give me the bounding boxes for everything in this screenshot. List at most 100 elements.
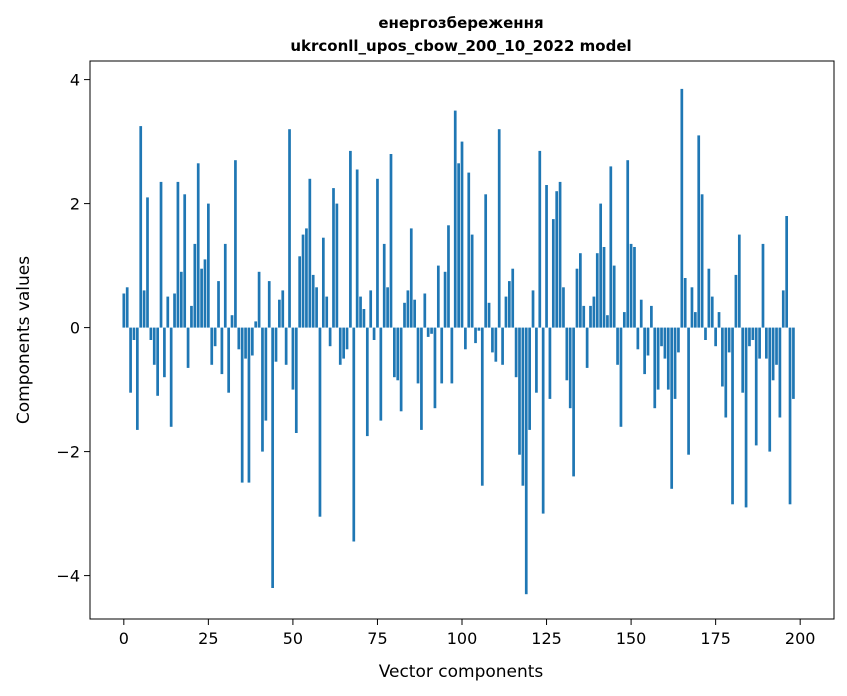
bar-53 [301, 234, 305, 328]
x-tick-label: 75 [367, 629, 387, 648]
bar-181 [734, 274, 738, 328]
bar-115 [511, 268, 515, 328]
bar-126 [548, 327, 552, 399]
bar-67 [349, 150, 352, 328]
bar-22 [196, 163, 200, 328]
bar-70 [359, 296, 362, 328]
bar-104 [474, 327, 477, 344]
bar-198 [792, 327, 795, 399]
x-tick-label: 175 [700, 629, 731, 648]
bar-106 [480, 327, 484, 486]
bar-171 [700, 194, 704, 328]
bar-176 [717, 312, 721, 328]
bar-89 [423, 293, 427, 328]
plot-area-frame [89, 60, 835, 620]
bar-69 [355, 169, 359, 328]
bar-147 [619, 327, 623, 427]
bar-36 [244, 327, 247, 359]
bar-13 [166, 296, 170, 328]
x-tick-label: 25 [198, 629, 218, 648]
y-tick-label: −4 [56, 567, 80, 586]
bar-18 [183, 194, 187, 328]
bar-148 [622, 312, 626, 328]
bar-34 [237, 327, 241, 350]
x-tick-label: 200 [785, 629, 816, 648]
bar-137 [585, 327, 589, 368]
bar-197 [788, 327, 792, 505]
bar-58 [318, 327, 322, 517]
bar-156 [650, 305, 653, 328]
bar-193 [775, 327, 778, 365]
bar-44 [271, 327, 274, 588]
bar-145 [612, 265, 616, 328]
chart-subtitle: ukrconll_upos_cbow_200_10_2022 model [290, 37, 631, 55]
bar-150 [629, 243, 633, 328]
bar-182 [737, 234, 741, 328]
bar-158 [656, 327, 660, 390]
bar-73 [369, 290, 373, 328]
bar-65 [342, 327, 345, 359]
bar-187 [754, 327, 758, 446]
bar-130 [562, 287, 565, 328]
bar-152 [636, 327, 640, 350]
bar-132 [568, 327, 572, 409]
bar-94 [440, 327, 444, 384]
bar-110 [494, 327, 498, 362]
bar-61 [328, 327, 332, 347]
bar-154 [643, 327, 646, 375]
bar-96 [447, 225, 450, 328]
bar-98 [453, 110, 457, 328]
bar-117 [518, 327, 521, 455]
bar-139 [592, 296, 596, 328]
bar-120 [528, 327, 531, 430]
bar-99 [457, 163, 460, 328]
bar-118 [521, 327, 525, 486]
bar-185 [748, 327, 751, 347]
x-tick-label: 50 [283, 629, 303, 648]
x-tick-label: 0 [119, 629, 129, 648]
bar-68 [352, 327, 356, 542]
bar-59 [321, 237, 325, 328]
bar-179 [727, 327, 731, 353]
bar-125 [545, 185, 548, 328]
bar-60 [325, 296, 329, 328]
bar-163 [673, 327, 677, 399]
bar-19 [186, 327, 190, 368]
bar-133 [572, 327, 575, 477]
bar-41 [261, 327, 264, 452]
bar-97 [450, 327, 454, 384]
bar-5 [139, 126, 143, 328]
bar-192 [771, 327, 775, 381]
bar-189 [761, 243, 765, 328]
bar-151 [633, 247, 636, 328]
bar-103 [470, 234, 474, 328]
bar-128 [555, 191, 559, 328]
bar-111 [497, 129, 501, 328]
bar-4 [135, 327, 139, 430]
bar-124 [541, 327, 545, 514]
bar-127 [551, 219, 555, 328]
bar-93 [436, 265, 440, 328]
bar-114 [507, 281, 511, 328]
bar-55 [308, 178, 312, 328]
bar-121 [531, 290, 535, 328]
bar-168 [690, 287, 694, 328]
bar-159 [660, 327, 663, 347]
bar-109 [491, 327, 494, 353]
bar-83 [403, 302, 406, 328]
bar-136 [582, 305, 586, 328]
bar-12 [163, 327, 166, 378]
bar-15 [173, 293, 176, 328]
bar-85 [409, 228, 413, 328]
bar-90 [426, 327, 430, 337]
bar-134 [575, 268, 579, 328]
bar-43 [267, 281, 271, 328]
bar-63 [335, 203, 339, 328]
y-tick-label: −2 [56, 443, 80, 462]
bar-27 [213, 327, 217, 347]
bar-191 [768, 327, 772, 452]
bar-160 [663, 327, 667, 359]
bar-72 [365, 327, 369, 437]
bar-143 [606, 315, 609, 328]
